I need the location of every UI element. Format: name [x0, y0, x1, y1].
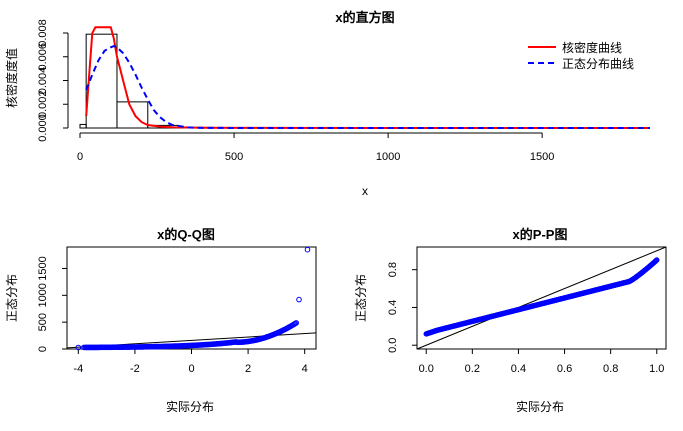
qq-panel: x的Q-Q图 -4 -2 0 2 4 0 500 1000 1500 实际分布 正态分布 [5, 227, 317, 414]
qq-y-tick-label: 500 [37, 313, 49, 331]
qq-title: x的Q-Q图 [157, 227, 215, 242]
kde-curve [85, 26, 650, 129]
hist-bar [85, 33, 118, 129]
histogram-ylabel: 核密度度值 [4, 48, 19, 108]
pp-title: x的P-P图 [513, 227, 568, 242]
qq-ylabel: 正态分布 [5, 274, 19, 322]
pp-point [652, 258, 659, 264]
qq-y-tick-label: 1500 [37, 256, 49, 280]
qq-xlabel: 实际分布 [166, 399, 214, 414]
legend-normal-label: 正态分布曲线 [562, 57, 634, 71]
qq-points [75, 246, 311, 351]
hist-y-tick-label: 0.000 [37, 114, 49, 142]
pp-points [423, 257, 660, 337]
hist-x-tick-label: 500 [225, 151, 243, 163]
pp-y-tick-label: 0.8 [387, 262, 399, 277]
qq-point [293, 320, 300, 326]
pp-panel: x的P-P图 0.0 0.2 0.4 0.6 0.8 1.00.00.40.8 实际分布 … [354, 227, 667, 414]
pp-plot-box [416, 246, 667, 350]
pp-reference-line [416, 246, 667, 350]
legend-kde-label: 核密度曲线 [562, 40, 622, 55]
qq-point [304, 246, 311, 253]
histogram-curves [85, 26, 650, 129]
hist-bar [116, 101, 149, 129]
pp-x-tick-label: 1.0 [649, 363, 664, 375]
qq-x-tick-label: -4 [73, 363, 83, 375]
pp-x-tick-label: 0.8 [603, 363, 618, 375]
qq-x-tick-label: 2 [245, 363, 251, 375]
hist-y-tick-label: 0.004 [37, 67, 49, 95]
hist-x-tick-label: 0 [77, 151, 83, 163]
pp-point [654, 257, 660, 263]
qq-x-tick-label: 0 [188, 363, 194, 375]
histogram-panel: x的直方图 0 500 1000 1500 0.0000.0020.0040.0060.… [4, 10, 650, 198]
qq-x-tick-label: -2 [130, 363, 140, 375]
qq-point [81, 344, 87, 351]
hist-x-tick-label: 1500 [530, 151, 554, 163]
hist-bar [79, 123, 87, 129]
hist-x-tick-label: 1000 [376, 151, 400, 163]
histogram-xlabel: x [362, 184, 368, 198]
pp-xlabel: 实际分布 [516, 399, 564, 414]
pp-y-tick-label: 0.0 [387, 338, 399, 353]
normal-curve [85, 45, 650, 129]
qq-x-tick-label: 4 [302, 363, 308, 375]
histogram-legend: 核密度曲线 正态分布曲线 [528, 40, 634, 71]
qq-axes: -4 -2 0 2 4 0 500 1000 1500 [37, 256, 317, 375]
pp-ylabel: 正态分布 [354, 274, 368, 322]
qq-y-tick-label: 0 [37, 346, 49, 352]
hist-y-tick-label: 0.002 [37, 90, 49, 118]
pp-x-tick-label: 0.0 [419, 363, 434, 375]
pp-x-tick-label: 0.4 [511, 363, 526, 375]
pp-x-tick-label: 0.2 [465, 363, 480, 375]
histogram-title: x的直方图 [335, 10, 394, 25]
qq-y-tick-label: 1000 [37, 283, 49, 307]
histogram-bars [79, 33, 241, 129]
qq-point [75, 344, 82, 351]
hist-y-tick-label: 0.008 [37, 19, 49, 47]
hist-y-tick-label: 0.006 [37, 43, 49, 71]
pp-x-tick-label: 0.6 [557, 363, 572, 375]
pp-axes: 0.0 0.2 0.4 0.6 0.8 1.0 0.0 0.4 0.8 [387, 246, 667, 375]
qq-point [296, 296, 302, 303]
pp-y-tick-label: 0.4 [387, 300, 399, 315]
